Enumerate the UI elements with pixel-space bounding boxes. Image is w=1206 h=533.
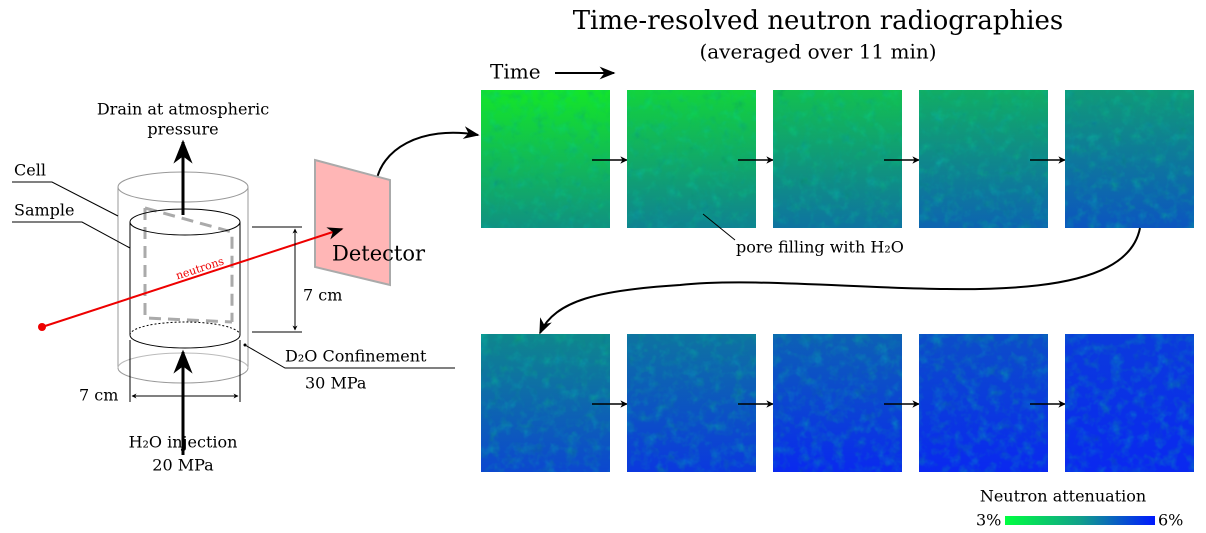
beam [42,229,342,327]
leader [12,222,130,248]
confinement-label: 30 MPa [305,374,367,393]
injection-label: 20 MPa [152,456,214,475]
colorbar-title: Neutron attenuation [980,487,1146,506]
diagram: Time-resolved neutron radiographies (ave… [0,0,1206,533]
radiograph-texture [773,334,902,472]
colorbar [1005,516,1155,525]
radiograph-texture [627,90,756,228]
radiographs [481,90,1194,472]
sample-label: Sample [14,201,75,220]
radiograph-texture [1065,334,1194,472]
time-label: Time [490,60,541,84]
drain-label: Drain at atmospheric [97,100,269,119]
diameter-label: 7 cm [79,386,118,405]
confinement-label: D₂O Confinement [285,347,427,366]
colorbar-min: 3% [976,511,1001,530]
drain-label: pressure [147,120,218,139]
height-label: 7 cm [303,286,342,305]
beam-label: neutrons [174,255,226,283]
annotation: pore filling with H₂O [736,238,904,257]
radiograph-texture [481,90,610,228]
radiograph-texture [919,334,1048,472]
radiograph-texture [1065,90,1194,228]
detector [315,160,390,285]
subtitle: (averaged over 11 min) [699,40,936,64]
detector-label: Detector [332,242,426,266]
sample-back [130,322,240,335]
title: Time-resolved neutron radiographies [573,6,1064,36]
radiograph-texture [481,334,610,472]
sample-top [130,209,240,235]
radiograph-texture [627,334,756,472]
source [38,323,46,331]
radiograph-texture [919,90,1048,228]
colorbar-max: 6% [1158,511,1183,530]
injection-label: H₂O injection [129,433,238,452]
radiograph-texture [773,90,902,228]
cell-label: Cell [14,161,46,180]
detector-link [376,133,478,184]
